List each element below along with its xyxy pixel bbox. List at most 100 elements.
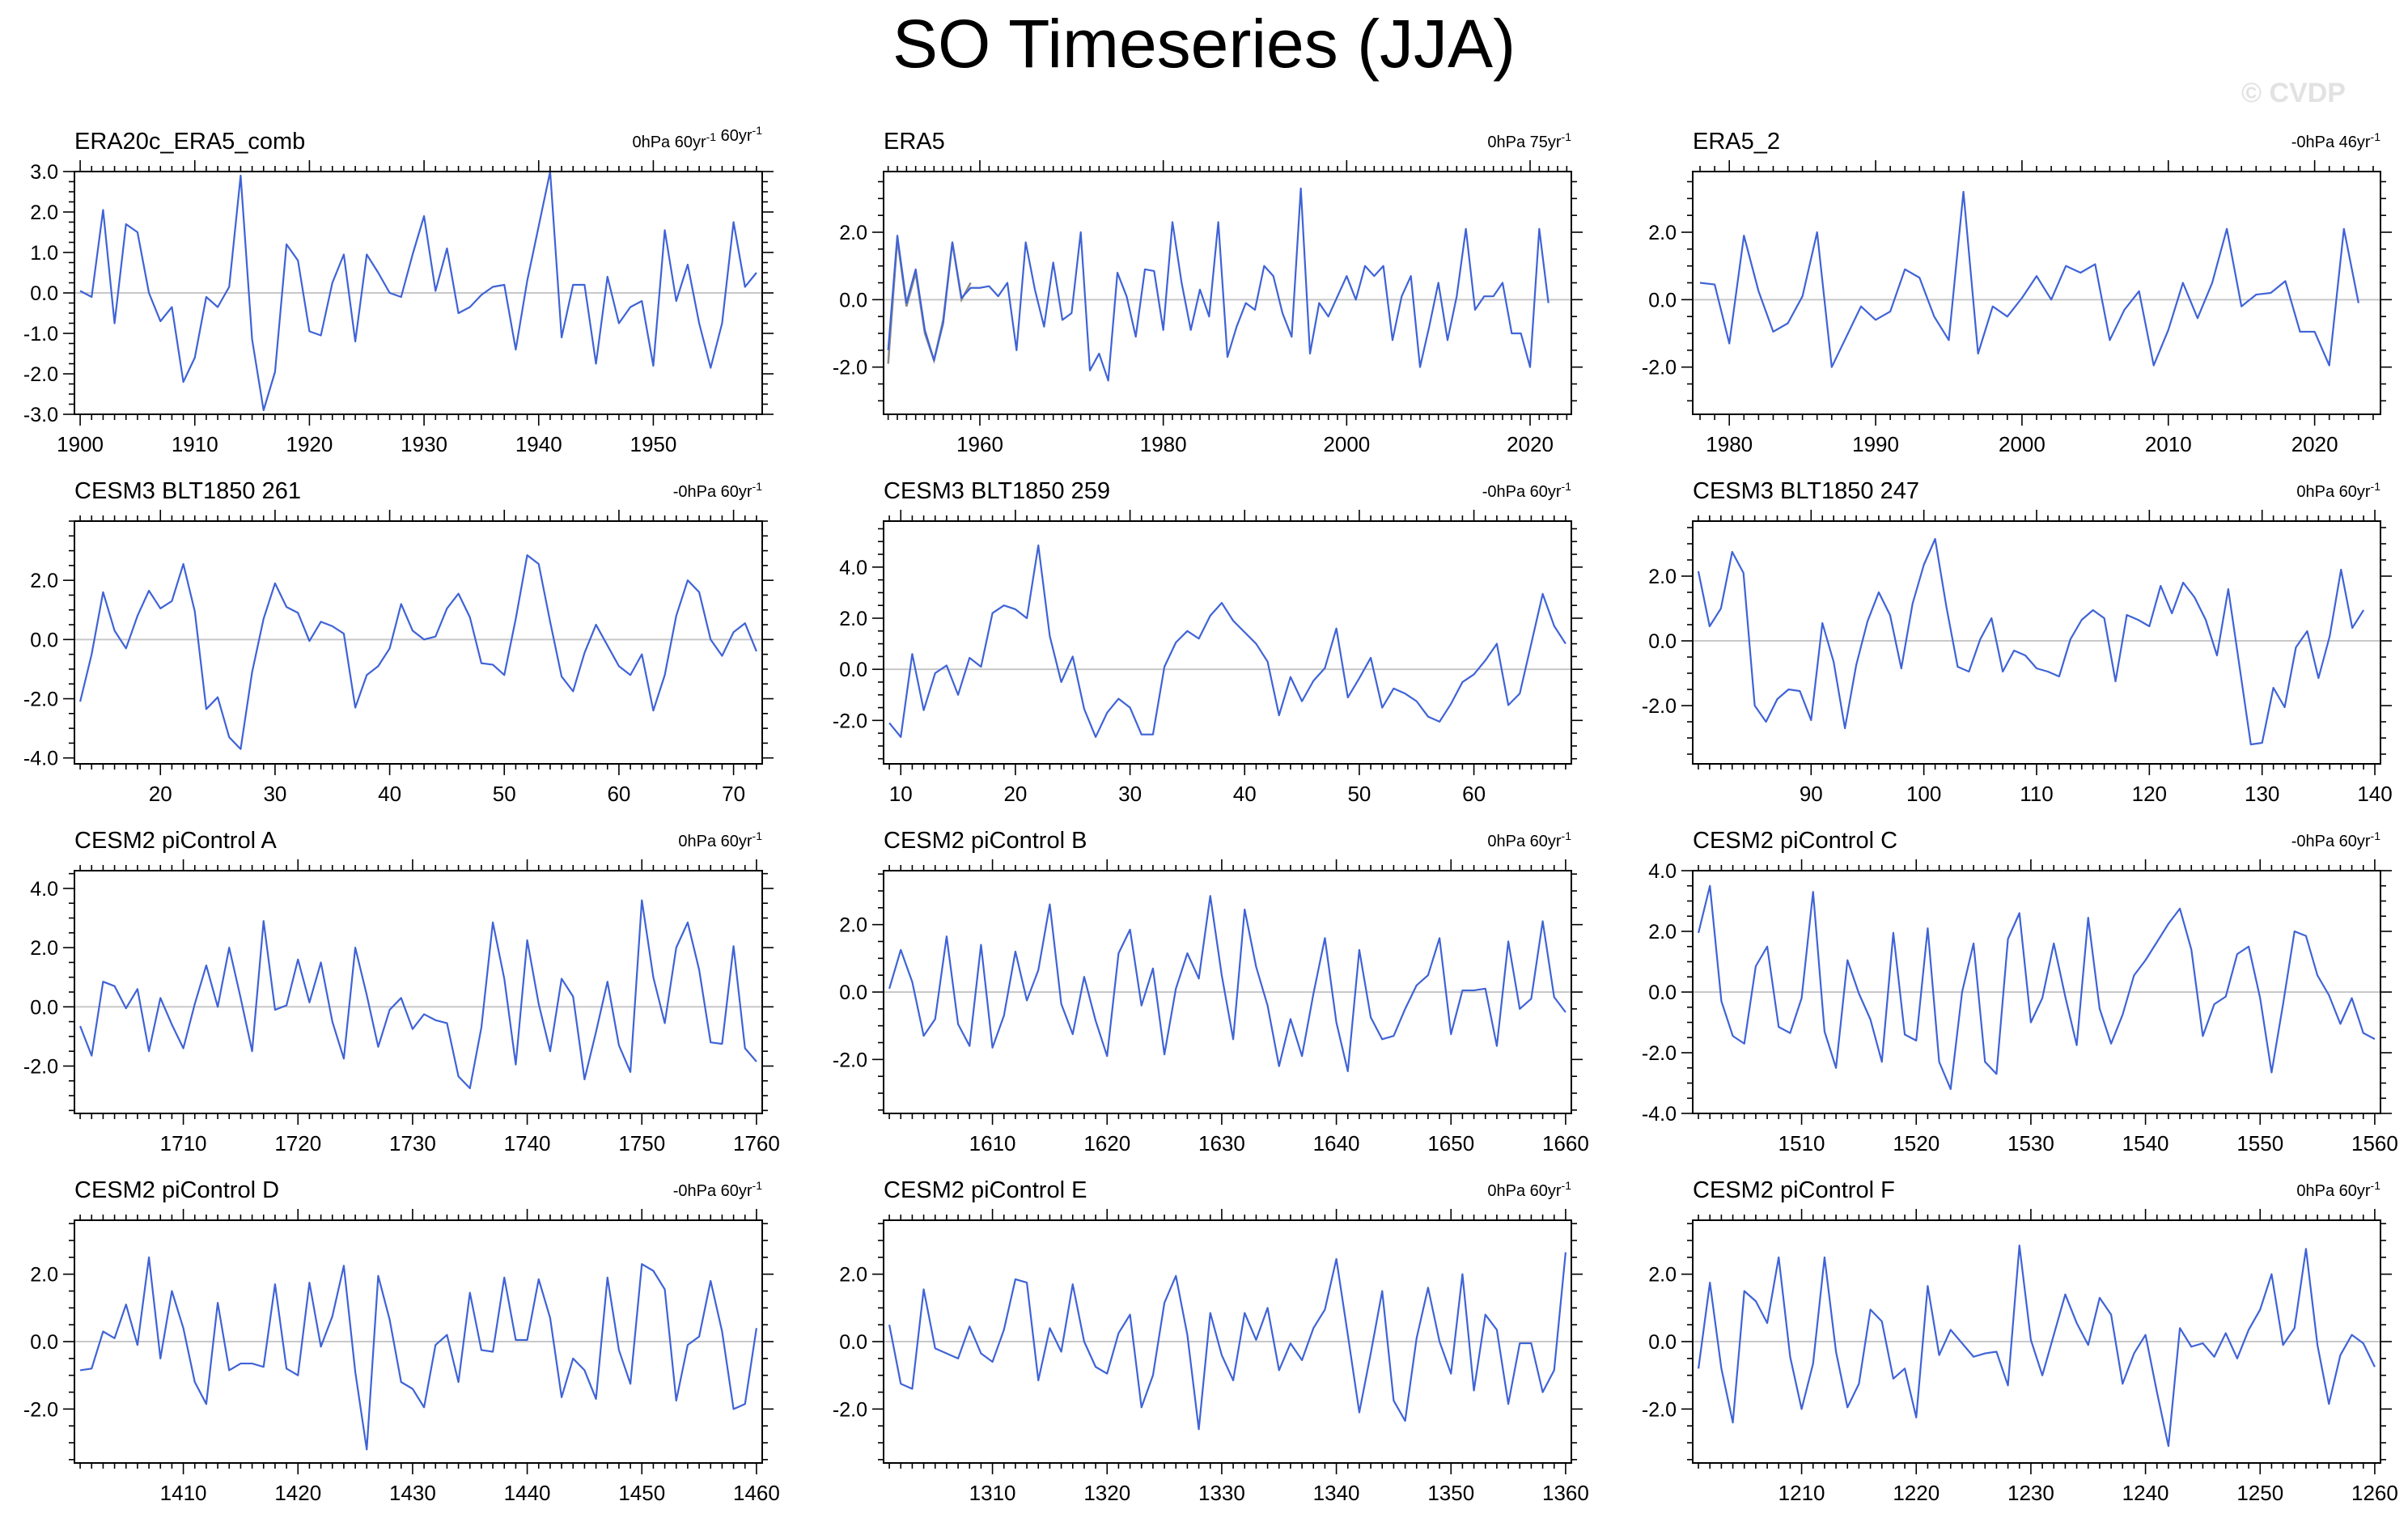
watermark: © CVDP xyxy=(2241,78,2346,108)
panel-6: CESM3 BLT1850 247 0hPa 60yr-1 90 100 110 120 1… xyxy=(1642,478,2393,806)
y-axis: -2.0 0.0 2.0 4.0 xyxy=(23,872,774,1112)
x-tick-label: 1920 xyxy=(286,432,333,456)
panel-stat-text: -0hPa 60yr-1 xyxy=(673,480,763,501)
y-tick-label: 0.0 xyxy=(1648,630,1677,653)
series-line xyxy=(888,895,1566,1073)
panel-title: CESM2 piControl F xyxy=(1693,1177,1895,1203)
x-axis: 1510 1520 1530 1540 1550 1560 xyxy=(1698,859,2398,1155)
y-tick-label: 2.0 xyxy=(839,914,867,937)
y-tick-label: -2.0 xyxy=(23,689,58,711)
y-axis: -2.0 0.0 2.0 xyxy=(833,873,1583,1111)
y-tick-label: 2.0 xyxy=(1648,566,1677,588)
x-tick-label: 100 xyxy=(1906,782,1941,806)
y-tick-label: 0.0 xyxy=(1648,1331,1677,1354)
series-line xyxy=(79,899,757,1090)
y-tick-label: 0.0 xyxy=(30,1331,58,1354)
x-tick-label: 1530 xyxy=(2007,1131,2054,1155)
y-tick-label: -2.0 xyxy=(833,1049,867,1071)
x-tick-label: 1230 xyxy=(2007,1481,2054,1505)
panel-11: CESM2 piControl E 0hPa 60yr-1 1310 1320 1330… xyxy=(833,1177,1589,1505)
x-tick-label: 2000 xyxy=(1323,432,1370,456)
y-tick-label: 1.0 xyxy=(30,242,58,265)
x-axis: 1980 1990 2000 2010 2020 xyxy=(1699,160,2374,456)
x-tick-label: 1960 xyxy=(956,432,1003,456)
x-tick-label: 70 xyxy=(722,782,745,806)
x-tick-label: 120 xyxy=(2132,782,2167,806)
x-tick-label: 1220 xyxy=(1893,1481,1940,1505)
panel-title: ERA20c_ERA5_comb xyxy=(74,129,305,155)
panel-stat-text: 0hPa 60yr-1 xyxy=(1487,829,1571,850)
panel-stat-text: 0hPa 75yr-1 xyxy=(1487,130,1571,151)
x-tick-label: 1630 xyxy=(1198,1131,1245,1155)
y-tick-label: -2.0 xyxy=(1642,357,1677,380)
y-tick-label: 0.0 xyxy=(1648,289,1677,312)
panel-title: ERA5 xyxy=(884,129,945,155)
plot-frame xyxy=(74,520,763,765)
x-tick-label: 1250 xyxy=(2236,1481,2283,1505)
panel-stat-text: 0hPa 60yr-1 xyxy=(2296,480,2380,501)
panel-stat-text: -0hPa 60yr-1 xyxy=(673,1179,763,1200)
series-line xyxy=(1697,1245,2376,1448)
y-axis: -2.0 0.0 2.0 xyxy=(1642,1223,2392,1461)
x-tick-label: 1910 xyxy=(172,432,218,456)
y-tick-label: -2.0 xyxy=(23,363,58,386)
panel-8: CESM2 piControl B 0hPa 60yr-1 1610 1620 1630… xyxy=(833,828,1589,1155)
x-tick-label: 50 xyxy=(1347,782,1371,806)
x-tick-label: 1210 xyxy=(1778,1481,1825,1505)
y-tick-label: 2.0 xyxy=(839,222,867,244)
x-tick-label: 1330 xyxy=(1198,1481,1245,1505)
y-axis: -2.0 0.0 2.0 xyxy=(1642,527,2392,755)
y-tick-label: 2.0 xyxy=(1648,921,1677,943)
y-tick-label: 2.0 xyxy=(30,1264,58,1287)
y-tick-label: -2.0 xyxy=(1642,695,1677,718)
x-tick-label: 1620 xyxy=(1083,1131,1130,1155)
x-tick-label: 1950 xyxy=(630,432,676,456)
plot-frame xyxy=(883,171,1572,415)
x-tick-label: 1740 xyxy=(504,1131,551,1155)
series-line xyxy=(887,187,1550,382)
series-line xyxy=(1699,190,2359,368)
y-tick-label: 0.0 xyxy=(839,659,867,681)
y-axis: -2.0 0.0 2.0 xyxy=(23,1223,774,1461)
y-tick-label: -2.0 xyxy=(833,1398,867,1421)
y-tick-label: 0.0 xyxy=(30,282,58,305)
y-tick-label: -4.0 xyxy=(23,748,58,770)
panel-10: CESM2 piControl D -0hPa 60yr-1 1410 1420 143… xyxy=(23,1177,780,1505)
x-tick-label: 1940 xyxy=(515,432,562,456)
y-axis: -4.0 -2.0 0.0 2.0 xyxy=(23,520,774,770)
y-tick-label: 0.0 xyxy=(839,1331,867,1354)
x-tick-label: 60 xyxy=(607,782,630,806)
x-tick-label: 1560 xyxy=(2351,1131,2398,1155)
x-tick-label: 1450 xyxy=(618,1481,665,1505)
panel-stat-text: -0hPa 60yr-1 xyxy=(2291,829,2381,850)
x-tick-label: 1440 xyxy=(504,1481,551,1505)
panel-title: CESM2 piControl A xyxy=(74,828,277,854)
y-tick-label: -2.0 xyxy=(833,710,867,732)
x-tick-label: 2020 xyxy=(2291,432,2338,456)
panel-12: CESM2 piControl F 0hPa 60yr-1 1210 1220 1230… xyxy=(1642,1177,2398,1505)
panel-7: CESM2 piControl A 0hPa 60yr-1 1710 1720 1730… xyxy=(23,828,780,1155)
y-tick-label: -1.0 xyxy=(23,323,58,346)
x-tick-label: 1610 xyxy=(969,1131,1016,1155)
x-axis: 1410 1420 1430 1440 1450 1460 xyxy=(79,1209,780,1505)
y-tick-label: 3.0 xyxy=(30,161,58,184)
x-tick-label: 1260 xyxy=(2351,1481,2398,1505)
x-tick-label: 1990 xyxy=(1852,432,1899,456)
x-tick-label: 1540 xyxy=(2122,1131,2169,1155)
x-tick-label: 1720 xyxy=(274,1131,321,1155)
x-tick-label: 1410 xyxy=(160,1481,207,1505)
y-tick-label: 0.0 xyxy=(30,996,58,1019)
series-line xyxy=(888,1252,1567,1431)
x-tick-label: 10 xyxy=(889,782,913,806)
x-tick-label: 1240 xyxy=(2122,1481,2169,1505)
plot-frame xyxy=(883,520,1572,765)
series-line xyxy=(79,553,757,750)
x-tick-label: 40 xyxy=(378,782,401,806)
x-tick-label: 1640 xyxy=(1313,1131,1360,1155)
y-tick-label: -2.0 xyxy=(1642,1042,1677,1065)
x-tick-label: 1760 xyxy=(733,1131,780,1155)
y-axis: -2.0 0.0 2.0 xyxy=(1642,180,2392,402)
panel-title: CESM2 piControl C xyxy=(1693,828,1897,854)
